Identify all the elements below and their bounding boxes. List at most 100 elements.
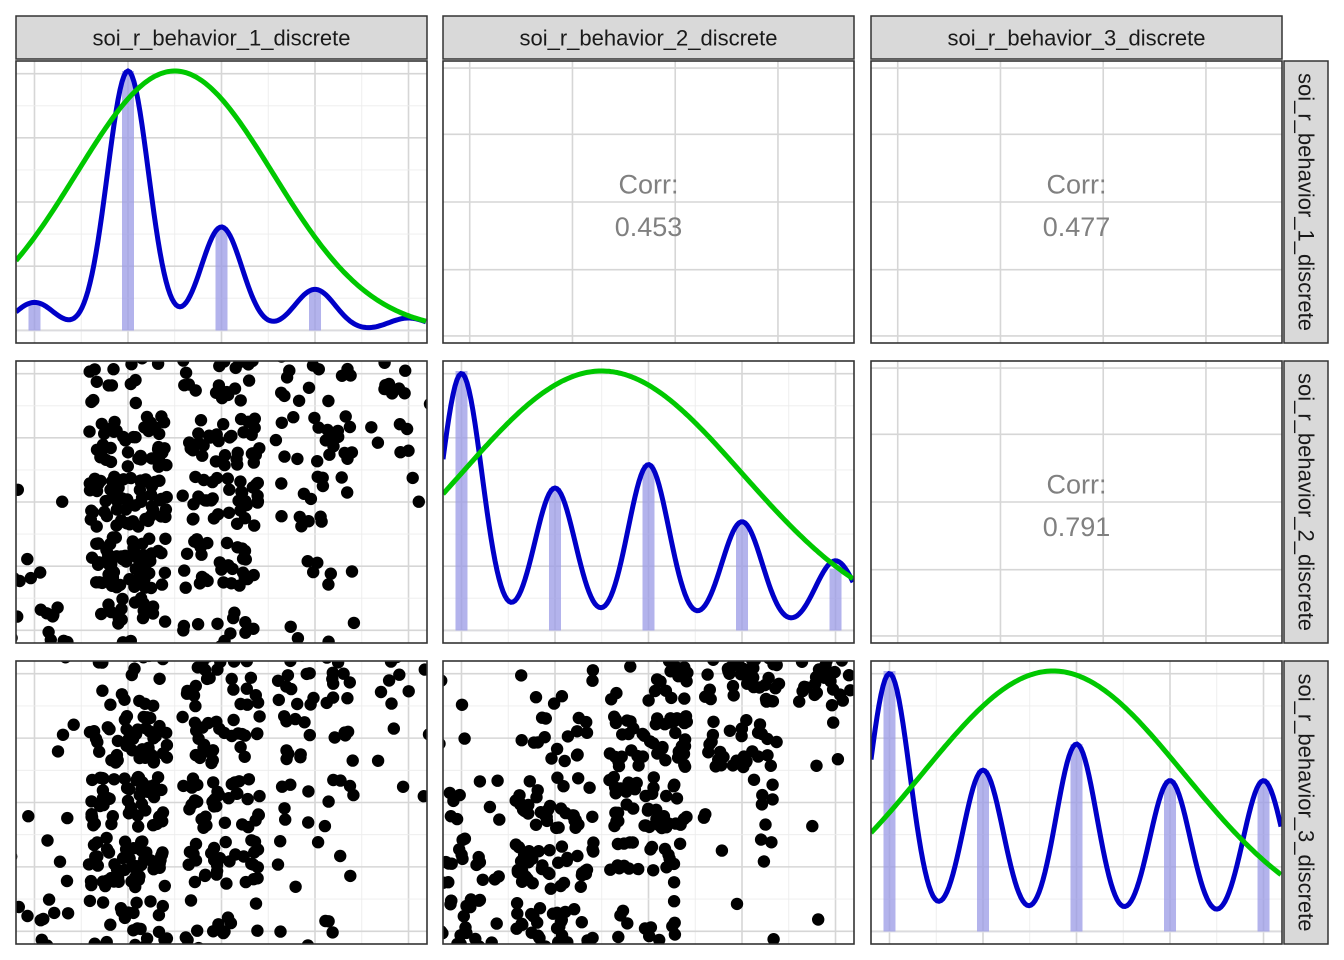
scatter-point xyxy=(458,832,472,845)
scatter-point xyxy=(16,572,20,584)
scatter-point xyxy=(189,470,202,484)
scatter-point xyxy=(667,895,681,908)
scatter-point xyxy=(381,382,394,395)
scatter-point xyxy=(138,940,151,944)
scatter-point xyxy=(41,939,54,944)
scatter-point xyxy=(94,798,108,812)
scatter-point xyxy=(294,748,307,761)
scatter-point xyxy=(181,933,194,944)
scatter-point xyxy=(3,902,15,914)
scatter-point xyxy=(87,393,100,407)
scatter-point xyxy=(443,762,444,765)
scatter-point xyxy=(301,555,314,568)
scatter-point xyxy=(215,640,226,643)
scatter-point xyxy=(184,442,197,455)
scatter-point xyxy=(457,910,470,923)
scatter-point xyxy=(765,836,778,849)
histogram-bar xyxy=(309,289,322,331)
scatter-point xyxy=(650,673,664,686)
scatter-point xyxy=(534,806,547,819)
scatter-point xyxy=(242,374,256,387)
scatter-point xyxy=(240,661,253,668)
scatter-point xyxy=(118,911,132,925)
scatter-point xyxy=(473,775,487,788)
scatter-point xyxy=(183,803,196,816)
scatter-point xyxy=(199,868,212,881)
scatter-point xyxy=(287,411,300,424)
corr-value: 0.453 xyxy=(615,212,683,242)
scatter-point xyxy=(393,668,406,681)
scatter-point xyxy=(443,925,448,938)
scatter-point xyxy=(271,858,285,871)
scatter-point xyxy=(341,486,354,499)
scatter-point xyxy=(736,662,749,675)
column-strip-label: soi_r_behavior_1_discrete xyxy=(92,26,350,51)
scatter-point xyxy=(322,795,335,808)
scatter-point xyxy=(735,722,749,735)
scatter-point xyxy=(387,722,400,735)
scatter-point xyxy=(531,736,544,749)
scatter-point xyxy=(177,361,189,365)
scatter-point xyxy=(200,819,213,832)
scatter-point xyxy=(454,937,467,944)
scatter-point xyxy=(510,922,523,935)
scatter-point xyxy=(104,918,117,931)
scatter-point xyxy=(644,843,657,856)
scatter-point xyxy=(347,616,361,630)
scatter-point xyxy=(140,410,154,424)
scatter-point xyxy=(547,697,561,710)
scatter-point xyxy=(642,694,655,707)
scatter-point xyxy=(129,562,142,576)
scatter-point xyxy=(144,554,157,568)
scatter-point xyxy=(239,626,252,639)
scatter-point xyxy=(558,754,571,768)
scatter-point xyxy=(473,856,487,869)
scatter-point xyxy=(96,443,109,457)
scatter-point xyxy=(134,591,148,605)
scatter-point xyxy=(552,856,565,869)
density-curve xyxy=(16,68,427,331)
scatter-point xyxy=(278,802,291,815)
scatter-point xyxy=(217,418,230,431)
corr-label: Corr: xyxy=(619,170,679,200)
scatter-point xyxy=(311,455,324,468)
scatter-point xyxy=(490,917,503,930)
scatter-point xyxy=(858,697,870,709)
scatter-point xyxy=(103,537,117,551)
scatter-point xyxy=(127,730,140,743)
scatter-point xyxy=(402,444,415,457)
scatter-point xyxy=(697,811,711,824)
scatter-point xyxy=(187,689,201,702)
scatter-point xyxy=(0,543,8,555)
scatter-point xyxy=(225,672,238,686)
scatter-point xyxy=(603,747,617,760)
scatter-point xyxy=(250,727,264,741)
scatter-point xyxy=(228,776,241,789)
scatter-point xyxy=(206,744,220,757)
scatter-point xyxy=(53,855,67,868)
scatter-point xyxy=(835,661,849,667)
scatter-point xyxy=(153,672,166,685)
scatter-point xyxy=(92,661,106,669)
scatter-point xyxy=(153,853,166,867)
scatter-point xyxy=(702,746,715,759)
scatter-point xyxy=(206,754,219,767)
scatter-point xyxy=(678,760,692,773)
scatter-point xyxy=(569,821,582,834)
scatter-point xyxy=(338,446,351,460)
scatter-point xyxy=(530,791,543,804)
scatter-point xyxy=(550,922,564,935)
scatter-point xyxy=(770,661,783,672)
normal-curve xyxy=(443,368,854,581)
scatter-point xyxy=(0,777,8,789)
scatter-point xyxy=(252,808,265,822)
scatter-point xyxy=(806,819,819,833)
panel-border xyxy=(15,60,428,344)
scatter-point xyxy=(116,592,129,606)
scatter-point xyxy=(275,510,288,523)
scatter-point xyxy=(210,715,223,728)
column-strip-label: soi_r_behavior_3_discrete xyxy=(947,26,1205,51)
scatter-point xyxy=(473,893,487,907)
scatter-point xyxy=(492,870,505,883)
panel-border xyxy=(870,660,1283,945)
